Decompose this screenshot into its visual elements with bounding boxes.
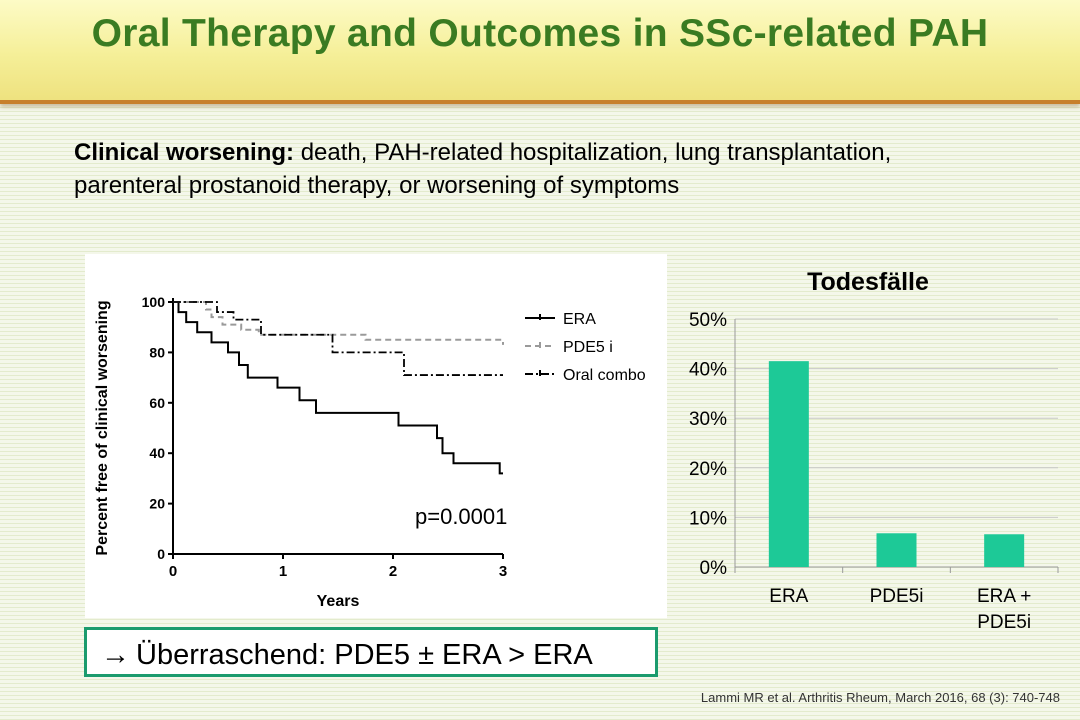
km-series-line: [173, 301, 504, 345]
km-p-value: p=0.0001: [415, 504, 507, 529]
bar-y-tick-label: 50%: [689, 310, 727, 331]
km-legend-label: ERA: [563, 311, 596, 328]
definition-text: Clinical worsening: death, PAH-related h…: [74, 136, 974, 202]
km-y-tick-label: 40: [149, 445, 165, 461]
bar-y-tick-label: 30%: [689, 409, 727, 430]
km-x-tick-label: 1: [279, 563, 287, 580]
callout-box: → Überraschend: PDE5 ± ERA > ERA: [84, 627, 658, 677]
bar-category-label-line: ERA +: [977, 586, 1031, 607]
bar-category-label-line: PDE5i: [870, 586, 924, 607]
bar-category-label-line: ERA: [769, 586, 808, 607]
km-x-tick-label: 0: [169, 563, 177, 580]
km-y-axis-label: Percent free of clinical worsening: [94, 300, 111, 555]
km-y-tick-label: 20: [149, 496, 165, 512]
bar-category-label: ERA + PDE5i: [977, 586, 1031, 633]
definition-body: death, PAH-related hospitalization, lung…: [74, 139, 892, 199]
bar-chart-panel: Todesfälle 0% 10% 20% 30% 40% 50% ERA PDE5i ERA +…: [668, 254, 1080, 654]
km-x-axis-label: Years: [317, 593, 360, 610]
bar-category-label: ERA: [769, 586, 808, 607]
km-x-tick-label: 3: [499, 563, 507, 580]
km-legend-label: Oral combo: [563, 367, 646, 384]
title-bar: Oral Therapy and Outcomes in SSc-related…: [0, 0, 1080, 104]
km-x-tick-label: 2: [389, 563, 397, 580]
bar-era: [768, 361, 809, 567]
bar-chart-title: Todesfälle: [807, 268, 929, 296]
km-chart: 0 20 40 60 80 100 0 1 2 3 Years Percent free of cli…: [94, 294, 646, 610]
bar-y-tick-label: 0%: [700, 558, 728, 579]
km-y-tick-label: 60: [149, 395, 165, 411]
km-series-line: [173, 301, 503, 475]
bar-category-label-line: PDE5i: [977, 612, 1031, 633]
km-legend-label: PDE5 i: [563, 339, 613, 356]
bar-y-tick-label: 40%: [689, 360, 727, 381]
km-chart-panel: 0 20 40 60 80 100 0 1 2 3 Years Percent free of cli…: [85, 254, 667, 618]
km-y-tick-label: 80: [149, 344, 165, 360]
bar-y-tick-label: 20%: [689, 459, 727, 480]
bar-era-pde5i: [984, 534, 1025, 567]
km-y-tick-label: 0: [157, 546, 165, 562]
slide-title: Oral Therapy and Outcomes in SSc-related…: [91, 12, 989, 55]
km-series-line: [173, 301, 503, 376]
bar-category-label: PDE5i: [870, 586, 924, 607]
callout-text: Überraschend: PDE5 ± ERA > ERA: [136, 639, 593, 671]
km-y-tick-label: 100: [142, 294, 166, 310]
bar-y-tick-label: 10%: [689, 508, 727, 529]
citation: Lammi MR et al. Arthritis Rheum, March 2…: [700, 690, 1060, 705]
arrow-icon: →: [101, 639, 130, 671]
definition-label: Clinical worsening:: [74, 139, 295, 166]
bar-pde5i: [876, 533, 917, 567]
